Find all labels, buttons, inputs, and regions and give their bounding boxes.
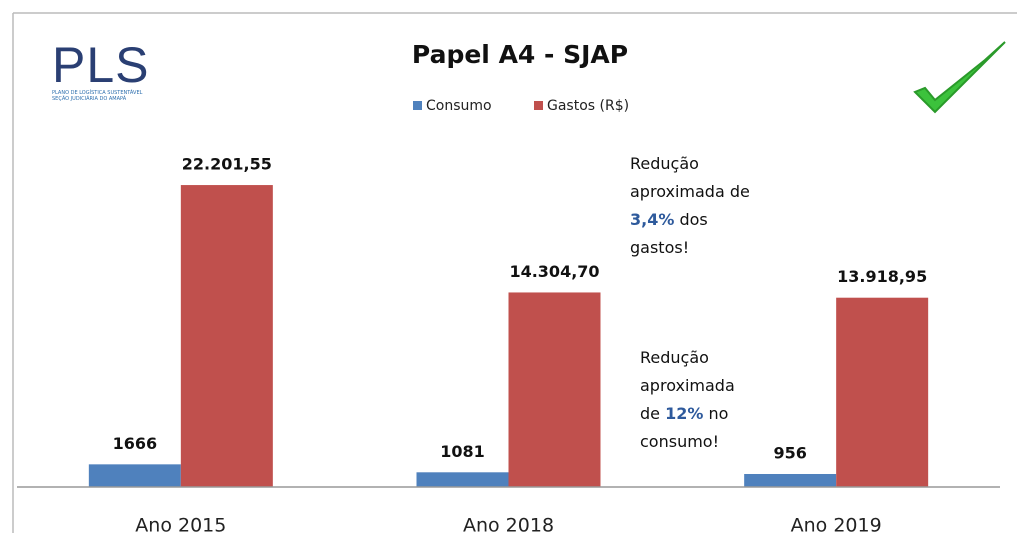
annotation-highlight: 3,4% (630, 210, 675, 229)
annotation-text: dos (674, 210, 708, 229)
logo-line: SEÇÃO JUDICIÁRIA DO AMAPÁ (52, 96, 127, 102)
annotation-text: gastos! (630, 238, 690, 257)
annotation-line: de 12% no (640, 400, 735, 428)
bar (836, 297, 929, 487)
annotation-text: Redução (630, 154, 699, 173)
annotation-text: aproximada (640, 376, 735, 395)
checkmark (913, 41, 1006, 114)
annotation-line: 3,4% dos (630, 206, 750, 234)
legend-swatch (413, 101, 422, 110)
logo-name: PLS (52, 37, 150, 93)
annotation-text: aproximada de (630, 182, 750, 201)
x-tick-label: Ano 2018 (463, 515, 554, 533)
annotation-line: aproximada (640, 372, 735, 400)
annotation-line: aproximada de (630, 178, 750, 206)
annotation: Redução aproximada de 12% no consumo! (640, 344, 735, 456)
annotation-line: Redução (640, 344, 735, 372)
x-tick-label: Ano 2019 (791, 515, 882, 533)
annotation-line: consumo! (640, 428, 735, 456)
data-label: 956 (773, 443, 806, 462)
bar (88, 464, 181, 487)
annotation-text: de (640, 404, 666, 423)
legend-label: Consumo (426, 98, 492, 114)
bar (416, 472, 509, 487)
logo: PLS PLANO DE LOGÍSTICA SUSTENTÁVEL SEÇÃO… (52, 40, 192, 102)
bar (744, 473, 837, 487)
data-label: 22.201,55 (182, 155, 272, 174)
chart-title: Papel A4 - SJAP (412, 40, 628, 69)
legend-swatch (534, 101, 543, 110)
annotation-text: consumo! (640, 432, 719, 451)
annotation-highlight: 12% (665, 404, 704, 423)
annotation-line: Redução (630, 150, 750, 178)
x-tick-label: Ano 2015 (135, 515, 226, 533)
annotation-text: no (703, 404, 729, 423)
data-label: 13.918,95 (837, 267, 927, 286)
legend-label: Gastos (R$) (547, 98, 629, 114)
annotation: Redução aproximada de 3,4% dos gastos! (630, 150, 750, 262)
data-label: 1081 (440, 442, 485, 461)
bar (508, 292, 601, 487)
annotation-text: Redução (640, 348, 709, 367)
data-label: 14.304,70 (509, 262, 599, 281)
logo-line: PLANO DE LOGÍSTICA SUSTENTÁVEL (52, 90, 143, 96)
annotation-line: gastos! (630, 234, 750, 262)
data-label: 1666 (113, 434, 158, 453)
bar (180, 185, 273, 488)
